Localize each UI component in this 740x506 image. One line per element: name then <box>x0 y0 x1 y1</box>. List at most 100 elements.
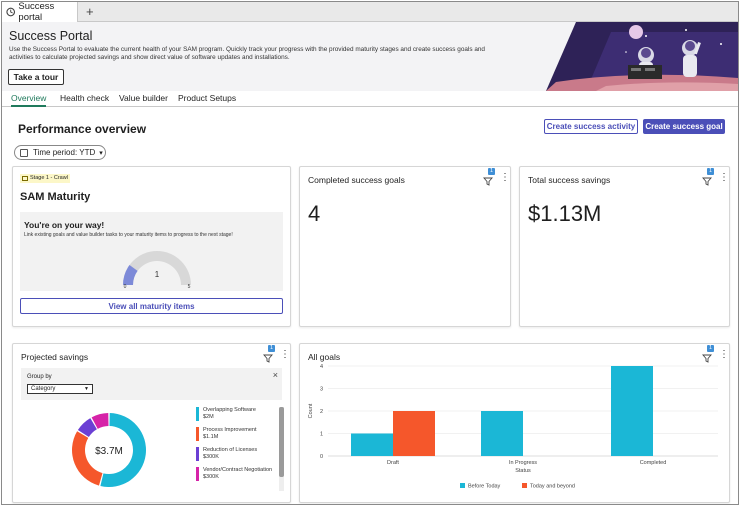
stage-flag-icon <box>22 176 28 181</box>
x-axis-label: Status <box>515 468 531 474</box>
savings-legend: Overlapping Software $2M Process Improveme… <box>196 407 276 493</box>
total-savings-value: $1.13M <box>528 201 602 226</box>
more-options-icon[interactable]: ⋮ <box>719 172 729 183</box>
bar[interactable] <box>611 366 653 456</box>
filter-icon[interactable]: 1 <box>483 168 495 186</box>
group-by-panel: Group by Category ▼ × <box>21 368 282 400</box>
tab-health-check[interactable]: Health check <box>60 93 110 103</box>
tab-overview[interactable]: Overview <box>11 93 47 107</box>
new-tab-button[interactable]: + <box>86 4 94 19</box>
create-success-goal-button[interactable]: Create success goal <box>643 119 725 134</box>
sam-maturity-card: Stage 1 - Crawl SAM Maturity You're on y… <box>12 166 291 327</box>
card-title: All goals <box>308 352 341 362</box>
gauge-min: 0 <box>124 284 127 289</box>
legend-item[interactable]: Reduction of Licenses $300K <box>196 447 276 461</box>
legend-item[interactable]: Overlapping Software $2M <box>196 407 276 421</box>
donut-slice[interactable] <box>72 431 103 486</box>
take-tour-button[interactable]: Take a tour <box>8 69 64 85</box>
card-tools: 1 ⋮ <box>263 345 290 363</box>
chevron-down-icon: ▾ <box>99 149 103 157</box>
filter-icon[interactable]: 1 <box>702 168 714 186</box>
y-tick-label: 4 <box>320 364 323 370</box>
chart-legend-swatch <box>460 483 465 488</box>
close-icon[interactable]: × <box>272 370 278 380</box>
more-options-icon[interactable]: ⋮ <box>280 349 290 360</box>
tab-value-builder[interactable]: Value builder <box>119 93 168 103</box>
stage-badge: Stage 1 - Crawl <box>20 174 70 183</box>
completed-goals-card: Completed success goals 1 ⋮ 4 <box>299 166 511 327</box>
legend-scrollbar[interactable] <box>279 407 284 491</box>
x-tick-label: Draft <box>387 460 399 466</box>
y-tick-label: 2 <box>320 409 323 415</box>
legend-swatch <box>196 447 199 461</box>
gauge-track <box>123 251 191 285</box>
gauge-value: 1 <box>155 270 160 279</box>
card-tools: 1 ⋮ <box>483 168 510 186</box>
time-period-dropdown[interactable]: Time period: YTD ▾ <box>14 145 106 160</box>
portal-tab-icon <box>6 7 16 17</box>
chart-legend-label[interactable]: Today and beyond <box>530 484 575 490</box>
more-options-icon[interactable]: ⋮ <box>500 172 510 183</box>
y-tick-label: 1 <box>320 432 323 438</box>
legend-item[interactable]: Vendor/Contract Negotiation $300K <box>196 467 276 481</box>
chart-legend-swatch <box>522 483 527 488</box>
filter-count-badge: 1 <box>268 345 275 352</box>
page-title: Success Portal <box>9 29 93 43</box>
create-success-activity-button[interactable]: Create success activity <box>544 119 638 134</box>
view-maturity-items-button[interactable]: View all maturity items <box>20 298 283 314</box>
completed-goals-value: 4 <box>308 201 321 226</box>
filter-count-badge: 1 <box>707 345 714 352</box>
donut-hole <box>86 427 132 473</box>
calendar-icon <box>20 148 28 157</box>
total-savings-card: Total success savings 1 ⋮ $1.13M <box>519 166 730 327</box>
legend-swatch <box>196 467 199 481</box>
browser-tab-title: Success portal <box>18 1 55 23</box>
tab-product-setups[interactable]: Product Setups <box>178 93 237 103</box>
legend-label: Overlapping Software $2M <box>203 407 256 420</box>
filter-icon[interactable]: 1 <box>263 345 275 363</box>
maturity-progress-box: You're on your way! Link existing goals … <box>20 212 283 291</box>
bar[interactable] <box>393 411 435 456</box>
stage-badge-label: Stage 1 - Crawl <box>30 175 68 181</box>
page-description: Use the Success Portal to evaluate the c… <box>9 46 485 61</box>
maturity-gauge: 1 0 5 <box>123 251 191 289</box>
gauge-max: 5 <box>188 284 191 289</box>
bar[interactable] <box>351 433 393 457</box>
scrollbar-thumb[interactable] <box>279 407 284 477</box>
browser-tab-strip: Success portal + <box>2 1 738 23</box>
section-title: Performance overview <box>18 122 147 136</box>
legend-label: Vendor/Contract Negotiation $300K <box>203 467 273 480</box>
legend-swatch <box>196 407 199 421</box>
browser-tab[interactable]: Success portal <box>2 1 78 23</box>
page-header: Success Portal Use the Success Portal to… <box>2 22 738 91</box>
chart-legend-label[interactable]: Before Today <box>468 484 501 490</box>
more-options-icon[interactable]: ⋮ <box>719 349 729 360</box>
legend-label: Process Improvement $1.1M <box>203 427 257 440</box>
donut-slice[interactable] <box>91 413 109 429</box>
card-title: Total success savings <box>528 175 611 185</box>
all-goals-bar-chart: 0 1 2 3 4 Count Draft In Progress Completed Statu… <box>308 364 718 490</box>
legend-swatch <box>196 427 199 441</box>
card-title: Projected savings <box>21 352 89 362</box>
progress-subtitle: Link existing goals and value builder ta… <box>24 232 233 238</box>
legend-label: Reduction of Licenses $300K <box>203 447 258 460</box>
bar[interactable] <box>481 411 523 456</box>
caret-down-icon: ▼ <box>84 386 89 392</box>
donut-center-label: $3.7M <box>95 446 123 457</box>
card-title: Completed success goals <box>308 175 405 185</box>
group-by-label: Group by <box>27 374 52 380</box>
y-axis-label: Count <box>308 403 314 418</box>
donut-slice[interactable] <box>77 418 97 438</box>
donut-slice[interactable] <box>100 413 146 487</box>
main-content: Performance overview Create success acti… <box>2 108 738 504</box>
all-goals-card: All goals 1 ⋮ 0 1 2 3 4 Count Draft In Progress… <box>299 343 730 503</box>
gauge-fill <box>123 265 138 285</box>
group-by-select[interactable]: Category ▼ <box>27 384 93 394</box>
filter-count-badge: 1 <box>488 168 495 175</box>
filter-icon[interactable]: 1 <box>702 345 714 363</box>
card-tools: 1 ⋮ <box>702 168 729 186</box>
legend-item[interactable]: Process Improvement $1.1M <box>196 427 276 441</box>
astronaut-illustration <box>546 22 738 91</box>
filter-count-badge: 1 <box>707 168 714 175</box>
